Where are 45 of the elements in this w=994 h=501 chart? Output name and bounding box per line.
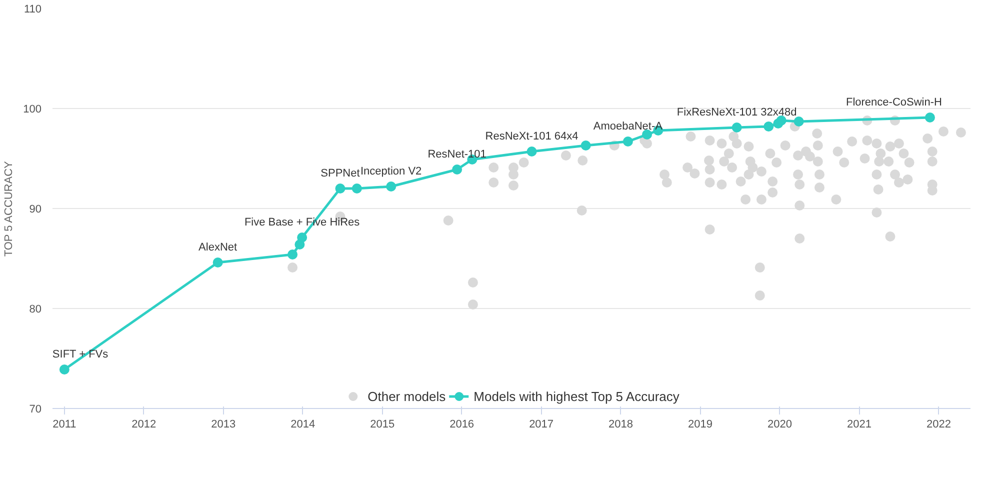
annotation: ResNeXt-101 64x4 xyxy=(485,130,578,142)
legend-label: Models with highest Top 5 Accuracy xyxy=(474,388,680,404)
point xyxy=(764,122,774,132)
point xyxy=(59,364,70,374)
x-tick-label: 2013 xyxy=(211,418,236,430)
y-tick-label: 90 xyxy=(29,204,42,216)
y-tick-label: 100 xyxy=(23,104,42,116)
x-tick-label: 2022 xyxy=(926,418,951,430)
point xyxy=(794,116,804,126)
annotation: Florence-CoSwin-H xyxy=(846,96,942,108)
x-tick-label: 2019 xyxy=(688,418,713,430)
x-tick-label: 2020 xyxy=(768,418,792,430)
point xyxy=(924,112,935,122)
annotation: Inception V2 xyxy=(360,166,422,178)
y-tick-label: 70 xyxy=(29,404,42,416)
point xyxy=(386,182,396,192)
point xyxy=(776,116,786,126)
y-tick-label: 110 xyxy=(24,4,42,16)
x-tick-label: 2014 xyxy=(290,418,316,430)
y-tick-label: 80 xyxy=(29,304,42,316)
x-tick-label: 2017 xyxy=(529,418,554,430)
point xyxy=(352,184,362,194)
point xyxy=(622,136,633,146)
x-tick-label: 2021 xyxy=(846,418,872,430)
y-axis-title: TOP 5 ACCURACY xyxy=(3,160,16,257)
annotation: ResNet-101 xyxy=(428,148,486,160)
x-tick-label: 2016 xyxy=(450,418,474,430)
point xyxy=(288,250,298,260)
annotation: SPPNet xyxy=(320,168,360,180)
point xyxy=(580,140,591,150)
point xyxy=(526,146,537,156)
point xyxy=(297,232,308,242)
x-tick-label: 2015 xyxy=(370,418,395,430)
x-tick-label: 2018 xyxy=(608,418,634,430)
annotation: FixResNeXt-101 32x48d xyxy=(676,106,797,118)
point xyxy=(452,164,462,174)
point xyxy=(212,258,223,268)
point xyxy=(335,184,346,194)
legend-label: Other models xyxy=(368,388,446,404)
annotation: AmoebaNet-A xyxy=(593,120,664,132)
x-tick-label: 2011 xyxy=(52,418,76,430)
point xyxy=(642,130,652,140)
annotation: AlexNet xyxy=(198,242,238,254)
point xyxy=(732,122,742,132)
x-tick-label: 2012 xyxy=(132,418,156,430)
